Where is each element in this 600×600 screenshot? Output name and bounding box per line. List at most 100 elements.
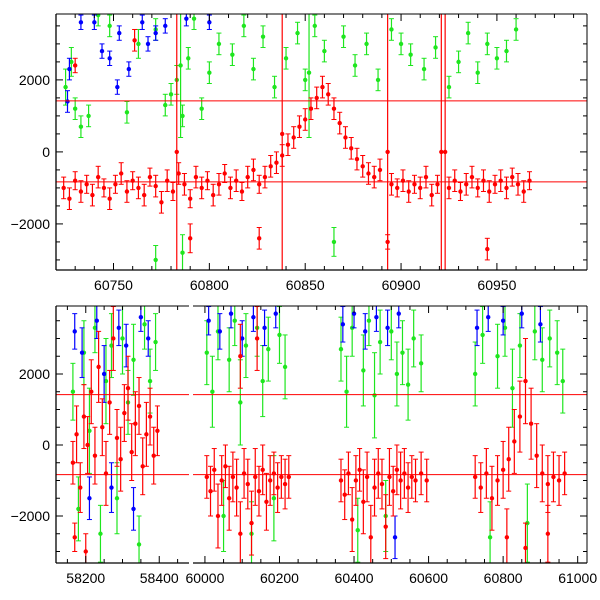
marker bbox=[517, 414, 523, 419]
marker bbox=[366, 318, 372, 323]
data-point bbox=[180, 234, 186, 270]
data-point bbox=[275, 462, 281, 513]
data-point bbox=[492, 174, 498, 194]
marker bbox=[78, 124, 84, 129]
marker bbox=[400, 350, 405, 355]
marker bbox=[72, 63, 78, 68]
marker bbox=[474, 325, 480, 331]
series-red bbox=[61, 14, 532, 270]
marker bbox=[174, 149, 179, 155]
marker bbox=[306, 70, 312, 75]
marker bbox=[107, 56, 112, 61]
marker bbox=[146, 336, 151, 341]
marker bbox=[421, 66, 427, 72]
data-point bbox=[282, 458, 288, 510]
series-green bbox=[63, 14, 519, 270]
marker bbox=[262, 325, 267, 331]
marker bbox=[241, 23, 247, 29]
marker bbox=[379, 481, 385, 487]
marker bbox=[207, 70, 212, 75]
marker bbox=[412, 182, 417, 187]
data-point bbox=[92, 306, 98, 354]
marker bbox=[271, 496, 277, 501]
marker bbox=[222, 171, 227, 176]
marker bbox=[349, 146, 354, 151]
marker bbox=[456, 59, 461, 65]
data-point bbox=[280, 14, 285, 270]
data-point bbox=[331, 97, 337, 120]
marker bbox=[368, 535, 374, 540]
data-point bbox=[484, 32, 490, 56]
marker bbox=[87, 496, 92, 501]
marker bbox=[249, 520, 254, 526]
marker bbox=[187, 196, 193, 201]
data-point bbox=[85, 416, 91, 474]
marker bbox=[540, 357, 545, 362]
marker bbox=[74, 432, 79, 437]
data-point bbox=[199, 176, 205, 200]
data-point bbox=[162, 18, 168, 34]
data-point bbox=[394, 444, 400, 496]
data-point bbox=[372, 352, 378, 439]
data-point bbox=[325, 82, 331, 106]
marker bbox=[262, 174, 268, 180]
x-tick-label: 60750 bbox=[94, 277, 133, 293]
data-point bbox=[249, 490, 255, 556]
data-point bbox=[385, 309, 391, 347]
data-point bbox=[550, 451, 556, 503]
marker bbox=[92, 325, 98, 331]
marker bbox=[136, 185, 141, 191]
marker bbox=[72, 106, 78, 111]
marker bbox=[96, 364, 101, 370]
data-point bbox=[418, 451, 424, 496]
data-point bbox=[286, 455, 292, 499]
data-point bbox=[79, 327, 85, 379]
marker bbox=[406, 189, 411, 194]
marker bbox=[226, 357, 232, 362]
marker bbox=[69, 59, 74, 65]
marker bbox=[136, 403, 142, 409]
data-point bbox=[302, 68, 308, 92]
marker bbox=[136, 41, 141, 47]
y-tick-label: 2000 bbox=[19, 72, 50, 88]
marker bbox=[285, 142, 291, 147]
marker bbox=[314, 95, 319, 101]
data-point bbox=[132, 391, 138, 457]
marker bbox=[494, 56, 500, 61]
marker bbox=[168, 92, 174, 97]
marker bbox=[266, 346, 271, 352]
marker bbox=[312, 23, 317, 29]
marker bbox=[142, 322, 147, 327]
data-point bbox=[215, 483, 221, 549]
marker bbox=[230, 474, 236, 480]
data-point bbox=[254, 306, 260, 371]
data-point bbox=[354, 147, 360, 171]
marker bbox=[123, 343, 129, 348]
data-point bbox=[124, 100, 130, 124]
data-point bbox=[72, 313, 78, 350]
data-point bbox=[193, 165, 199, 189]
data-point bbox=[145, 36, 151, 52]
marker bbox=[221, 513, 226, 519]
marker bbox=[153, 183, 158, 189]
marker bbox=[297, 124, 302, 129]
marker bbox=[472, 474, 478, 480]
marker bbox=[521, 189, 526, 194]
marker bbox=[206, 318, 211, 323]
marker bbox=[405, 382, 411, 387]
marker bbox=[340, 322, 346, 327]
data-point bbox=[83, 533, 89, 563]
marker bbox=[153, 257, 158, 263]
marker bbox=[243, 343, 249, 348]
data-point bbox=[103, 440, 109, 506]
data-point bbox=[386, 448, 392, 506]
data-point bbox=[411, 174, 417, 194]
marker bbox=[545, 531, 551, 536]
marker bbox=[256, 182, 262, 187]
marker bbox=[344, 389, 349, 394]
panel-1: −2000 0 2000 60750 60800 60850 60900 60950 bbox=[11, 13, 588, 293]
marker bbox=[254, 336, 260, 341]
data-point bbox=[136, 377, 142, 435]
data-point bbox=[72, 57, 78, 74]
marker bbox=[234, 485, 239, 490]
